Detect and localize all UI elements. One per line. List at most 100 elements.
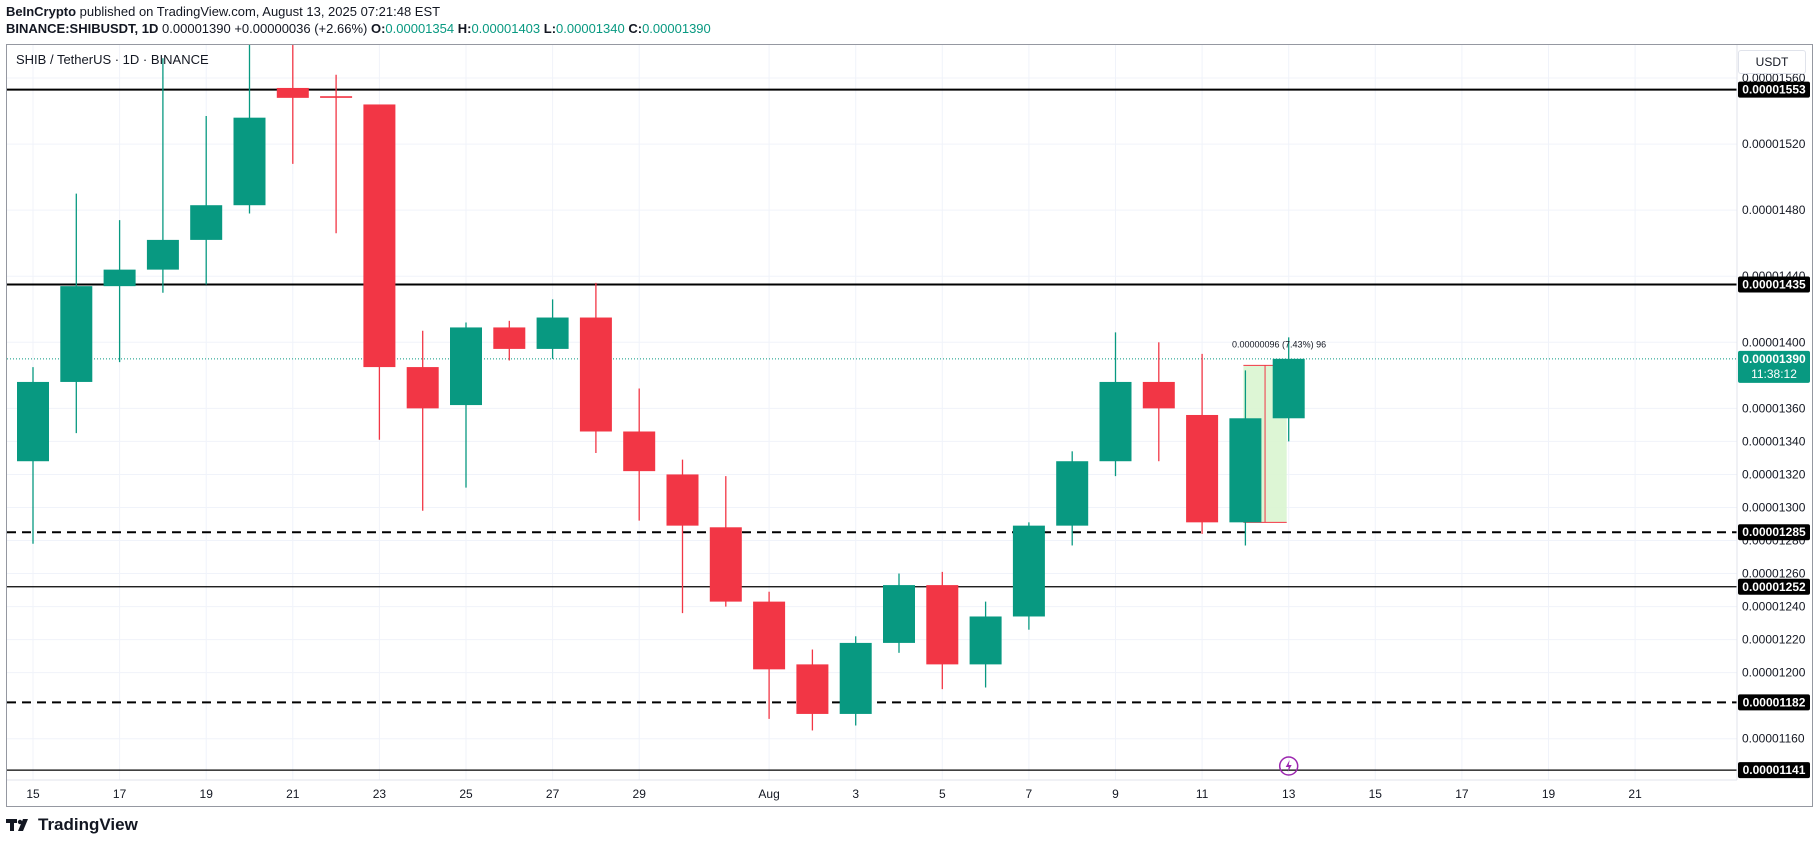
level-price-tag-text: 0.00001182 — [1743, 695, 1806, 709]
candle-body — [623, 431, 656, 472]
candle-body — [536, 317, 569, 349]
publish-text: published on TradingView.com, August 13,… — [76, 4, 441, 19]
open-value: 0.00001354 — [385, 21, 455, 36]
x-tick-label: 27 — [546, 787, 560, 801]
y-tick-label: 0.00001240 — [1742, 600, 1806, 614]
publish-info: BeInCrypto published on TradingView.com,… — [6, 4, 440, 20]
level-price-tag-text: 0.00001141 — [1743, 763, 1806, 777]
last-price-tag-bg — [1738, 350, 1810, 383]
currency-button[interactable]: USDT — [1738, 50, 1806, 74]
level-price-tag-bg — [1738, 524, 1810, 541]
y-tick-label: 0.00001220 — [1742, 633, 1806, 647]
y-tick-label: 0.00001360 — [1742, 401, 1806, 415]
lightning-bolt — [1285, 760, 1292, 772]
symbol-label: BINANCE:SHIBUSDT, 1D — [6, 21, 159, 36]
y-tick-label: 0.00001400 — [1742, 335, 1806, 349]
x-tick-label: 15 — [26, 787, 40, 801]
candle-body — [839, 642, 872, 714]
change-value: +0.00000036 (+2.66%) — [234, 21, 368, 36]
candle-body — [796, 664, 829, 714]
open-label: O: — [370, 21, 386, 36]
candle-body — [17, 381, 49, 462]
low-value: 0.00001340 — [556, 21, 625, 36]
high-label: H: — [457, 21, 472, 36]
level-price-tag-bg — [1738, 762, 1810, 779]
level-price-tag-text: 0.00001553 — [1742, 83, 1806, 97]
candle-body — [1229, 418, 1262, 523]
candle-body — [579, 317, 612, 432]
candle-body — [883, 585, 915, 643]
candle-body — [233, 117, 266, 206]
x-tick-label: 25 — [459, 787, 473, 801]
x-tick-label: 9 — [1112, 787, 1119, 801]
x-tick-label: 15 — [1369, 787, 1383, 801]
y-tick-label: 0.00001560 — [1742, 71, 1806, 85]
candle-body — [753, 601, 786, 670]
y-tick-label: 0.00001520 — [1742, 137, 1806, 151]
candle-body — [969, 616, 1002, 665]
candle-body — [276, 87, 309, 98]
y-tick-label: 0.00001160 — [1742, 732, 1805, 746]
level-price-tag-bg — [1738, 81, 1810, 98]
x-tick-label: 5 — [939, 787, 946, 801]
x-tick-label: Aug — [758, 787, 779, 801]
x-tick-label: 11 — [1196, 787, 1209, 801]
tradingview-logo: TradingView — [6, 815, 138, 835]
level-price-tag-text: 0.00001435 — [1742, 277, 1806, 291]
last-price-tag-text: 0.00001390 — [1742, 352, 1806, 366]
tradingview-icon — [6, 819, 28, 831]
x-tick-label: 13 — [1282, 787, 1296, 801]
candle-body — [1056, 461, 1089, 526]
x-tick-label: 19 — [1542, 787, 1556, 801]
candle-body — [926, 585, 959, 665]
candle-body — [363, 104, 396, 368]
candle-body — [190, 205, 223, 240]
close-value: 0.00001390 — [642, 21, 711, 36]
candle-body — [1099, 381, 1132, 462]
candle-body — [406, 367, 439, 409]
y-tick-label: 0.00001480 — [1742, 203, 1806, 217]
candle-body — [493, 327, 526, 349]
level-price-tag-text: 0.00001252 — [1742, 580, 1806, 594]
chart-frame — [6, 44, 1813, 807]
close-label: C: — [628, 21, 643, 36]
y-tick-label: 0.00001320 — [1742, 467, 1806, 481]
y-tick-label: 0.00001340 — [1742, 434, 1806, 448]
x-tick-label: 21 — [1628, 787, 1642, 801]
level-price-tag-text: 0.00001285 — [1742, 525, 1806, 539]
x-tick-label: 7 — [1026, 787, 1033, 801]
candle-body — [1272, 358, 1305, 419]
last-price-tag-countdown: 11:38:12 — [1751, 367, 1797, 381]
x-tick-label: 17 — [1455, 787, 1469, 801]
ohlc-header: BINANCE:SHIBUSDT, 1D 0.00001390 +0.00000… — [6, 21, 711, 37]
candle-body — [666, 474, 699, 526]
brand-name: TradingView — [38, 815, 138, 834]
x-tick-label: 21 — [286, 787, 300, 801]
candle-body — [146, 239, 179, 270]
chart-legend: SHIB / TetherUS · 1D · BINANCE — [16, 52, 209, 67]
candle-body — [320, 96, 353, 98]
candle-body — [60, 286, 93, 382]
x-tick-label: 29 — [633, 787, 647, 801]
x-tick-label: 19 — [200, 787, 214, 801]
level-price-tag-bg — [1738, 694, 1810, 711]
x-tick-label: 23 — [373, 787, 387, 801]
lightning-icon — [1278, 756, 1299, 776]
candle-body — [103, 269, 136, 287]
plot-area — [7, 45, 1737, 780]
publisher-name: BeInCrypto — [6, 4, 77, 19]
y-tick-label: 0.00001200 — [1742, 666, 1806, 680]
x-tick-label: 3 — [852, 787, 859, 801]
y-tick-label: 0.00001300 — [1742, 500, 1806, 514]
candle-body — [450, 327, 482, 406]
candle-body — [1186, 414, 1219, 523]
low-label: L: — [543, 21, 557, 36]
x-tick-label: 17 — [113, 787, 127, 801]
level-price-tag-bg — [1738, 578, 1810, 595]
last-value: 0.00001390 — [162, 21, 231, 36]
measure-label: 0.00000096 (7.43%) 96 — [1232, 339, 1326, 349]
high-value: 0.00001403 — [471, 21, 541, 36]
candle-body — [1142, 381, 1175, 409]
candle-body — [709, 527, 742, 602]
